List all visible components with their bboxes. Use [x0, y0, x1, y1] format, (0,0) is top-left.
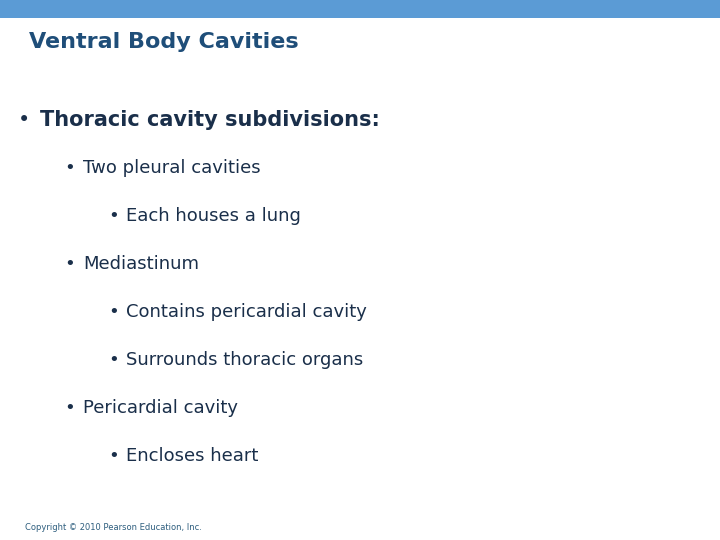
Text: •: • — [109, 351, 120, 369]
Text: Ventral Body Cavities: Ventral Body Cavities — [29, 32, 298, 52]
Text: Pericardial cavity: Pericardial cavity — [83, 399, 238, 417]
Text: Mediastinum: Mediastinum — [83, 255, 199, 273]
Text: •: • — [109, 303, 120, 321]
Bar — [0, 0, 720, 18]
Text: •: • — [18, 110, 30, 130]
Text: Contains pericardial cavity: Contains pericardial cavity — [126, 303, 367, 321]
Text: •: • — [109, 207, 120, 225]
Text: Surrounds thoracic organs: Surrounds thoracic organs — [126, 351, 364, 369]
Text: Encloses heart: Encloses heart — [126, 447, 258, 465]
Text: Thoracic cavity subdivisions:: Thoracic cavity subdivisions: — [40, 110, 379, 130]
Text: •: • — [109, 447, 120, 465]
Text: •: • — [64, 159, 75, 177]
Text: Two pleural cavities: Two pleural cavities — [83, 159, 261, 177]
Text: Copyright © 2010 Pearson Education, Inc.: Copyright © 2010 Pearson Education, Inc. — [25, 523, 202, 532]
Text: •: • — [64, 399, 75, 417]
Text: Each houses a lung: Each houses a lung — [126, 207, 301, 225]
Text: •: • — [64, 255, 75, 273]
